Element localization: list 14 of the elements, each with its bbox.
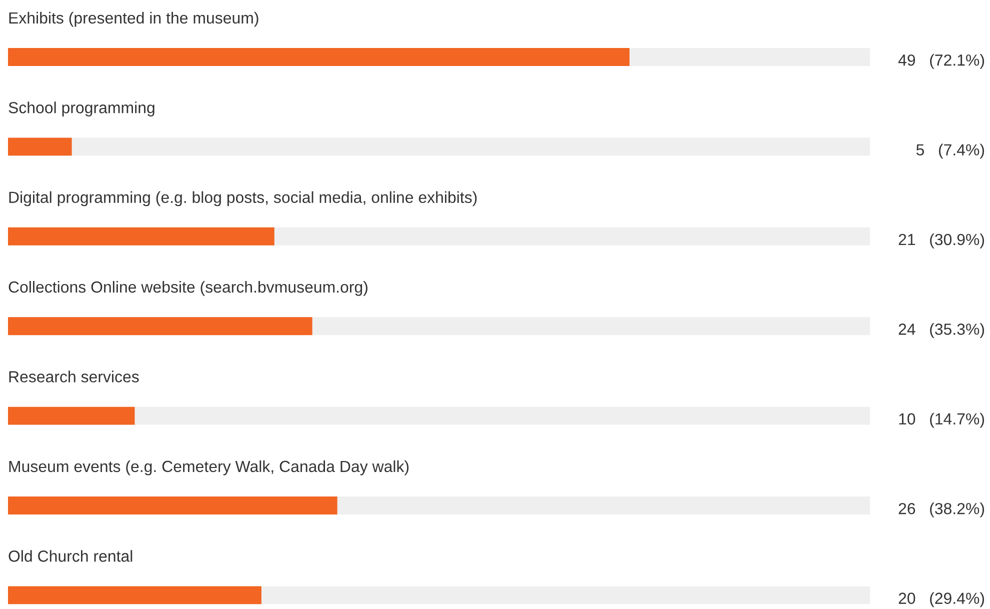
y-tick-label: Old Church rental: [8, 550, 132, 562]
data-label: 49 (72.1%): [898, 54, 984, 69]
data-label: 26 (38.2%): [898, 502, 984, 518]
y-tick-label: Exhibits (presented in the museum): [9, 12, 258, 27]
y-tick-label: Research services: [9, 370, 139, 382]
data-label: 21 (30.9%): [898, 233, 984, 248]
y-tick-label: School programming: [8, 102, 154, 116]
y-tick-label: Museum events (e.g. Cemetery Walk, Canada Day walk): [9, 460, 409, 476]
data-label: 24 (35.3%): [898, 323, 984, 338]
y-tick-label: Collections Online website (search.bvmuseum.org): [8, 280, 368, 296]
y-tick-label: Digital programming (e.g. blog posts, social media, online exhibits): [9, 191, 477, 206]
data-label: 10 (14.7%): [899, 412, 984, 428]
data-label: 5 (7.4%): [916, 144, 984, 159]
data-label: 20 (29.4%): [898, 592, 984, 608]
